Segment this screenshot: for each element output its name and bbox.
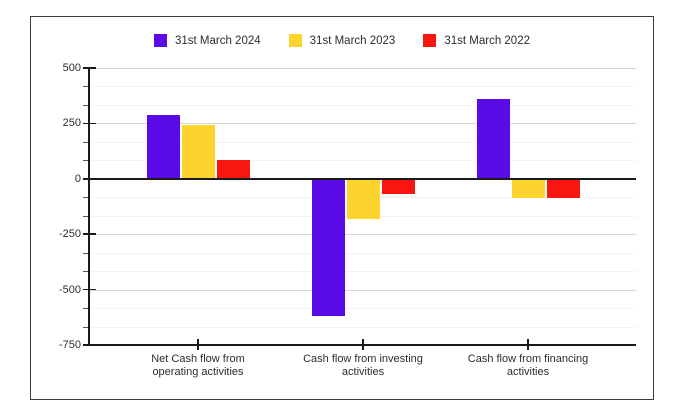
y-axis-minor-tick bbox=[83, 215, 89, 217]
y-axis-minor-tick bbox=[83, 160, 89, 162]
y-axis-minor-tick bbox=[83, 197, 89, 199]
bar-31st-march-2022 bbox=[381, 178, 415, 195]
y-axis-minor-tick bbox=[83, 271, 89, 273]
chart-frame: 31st March 2024 31st March 2023 31st Mar… bbox=[30, 16, 654, 400]
category-label: Cash flow from investing activities bbox=[303, 353, 423, 378]
bar-31st-march-2024 bbox=[476, 99, 510, 179]
y-axis-tick-label: 0 bbox=[74, 172, 81, 185]
legend-label-2024: 31st March 2024 bbox=[174, 34, 261, 47]
zero-baseline bbox=[89, 177, 636, 180]
minor-gridline bbox=[89, 252, 636, 254]
y-axis-tick-label: 500 bbox=[62, 62, 81, 74]
legend-item-2024: 31st March 2024 bbox=[153, 34, 261, 47]
category-label: Cash flow from financing activities bbox=[467, 353, 589, 378]
bar-31st-march-2022 bbox=[546, 178, 580, 198]
x-axis-tick bbox=[362, 339, 364, 350]
bar-31st-march-2023 bbox=[181, 124, 215, 179]
y-axis-minor-tick bbox=[83, 86, 89, 88]
minor-gridline bbox=[89, 271, 636, 273]
bar-31st-march-2024 bbox=[311, 178, 345, 317]
legend-swatch-2022-icon bbox=[423, 34, 437, 47]
y-axis-tick-label: 250 bbox=[62, 117, 81, 130]
x-axis-tick bbox=[197, 339, 199, 350]
category-label: Net Cash flow from operating activities bbox=[151, 353, 245, 378]
major-gridline bbox=[89, 289, 636, 291]
major-gridline bbox=[89, 68, 636, 69]
y-axis-minor-tick bbox=[83, 252, 89, 254]
legend-label-2022: 31st March 2022 bbox=[444, 34, 530, 47]
legend-swatch-2023-icon bbox=[288, 34, 302, 47]
minor-gridline bbox=[89, 86, 636, 88]
minor-gridline bbox=[89, 141, 636, 143]
bar-31st-march-2023 bbox=[346, 178, 380, 219]
y-axis-minor-tick bbox=[83, 141, 89, 143]
legend-item-2023: 31st March 2023 bbox=[288, 34, 396, 47]
y-axis-tick-label: -250 bbox=[58, 228, 81, 241]
legend-label-2023: 31st March 2023 bbox=[309, 34, 396, 47]
bar-31st-march-2023 bbox=[511, 178, 545, 198]
plot-area: 500 250 0 -250 -500 -750 Net Cash flow from ope… bbox=[59, 62, 636, 378]
legend-swatch-2024-icon bbox=[153, 34, 167, 47]
major-gridline bbox=[89, 234, 636, 236]
minor-gridline bbox=[89, 308, 636, 310]
major-gridline bbox=[89, 123, 636, 125]
minor-gridline bbox=[89, 104, 636, 106]
y-axis-line bbox=[88, 68, 90, 345]
minor-gridline bbox=[89, 160, 636, 162]
y-axis-minor-tick bbox=[83, 308, 89, 310]
bar-31st-march-2022 bbox=[216, 159, 250, 179]
legend: 31st March 2024 31st March 2023 31st Mar… bbox=[31, 34, 653, 47]
bar-31st-march-2024 bbox=[146, 114, 180, 179]
minor-gridline bbox=[89, 326, 636, 328]
x-axis-tick bbox=[527, 339, 529, 350]
y-axis-minor-tick bbox=[83, 104, 89, 106]
y-axis-tick-label: -500 bbox=[58, 283, 81, 296]
y-axis-tick-label: -750 bbox=[58, 339, 81, 351]
legend-item-2022: 31st March 2022 bbox=[423, 34, 530, 47]
y-axis-minor-tick bbox=[83, 326, 89, 328]
